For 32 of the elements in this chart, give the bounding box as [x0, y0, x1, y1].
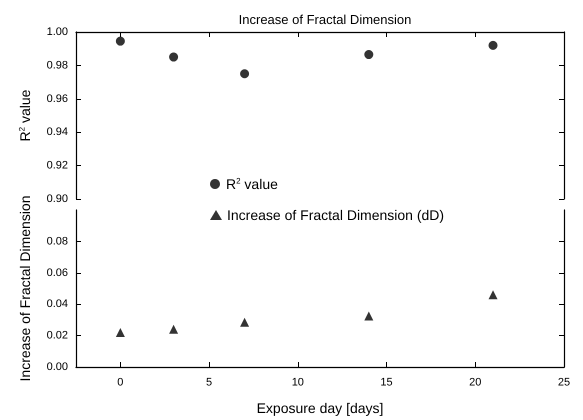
- y-tick-label: 0.90: [46, 193, 68, 205]
- y-tick-label: 0.08: [46, 235, 68, 248]
- point: [364, 311, 374, 320]
- x-tick-label: 20: [469, 376, 482, 388]
- y-tick-label: 0.98: [46, 59, 68, 72]
- y-axis-title: R2 value: [17, 89, 33, 142]
- point: [488, 40, 498, 50]
- point: [240, 69, 250, 78]
- legend-label: Increase of Fractal Dimension (dD): [227, 207, 444, 223]
- x-tick-label: 10: [292, 376, 304, 388]
- x-tick-label: 0: [117, 376, 124, 388]
- x-tick-label: 5: [206, 376, 212, 388]
- point: [116, 36, 125, 46]
- y-tick-label: 0.92: [46, 160, 68, 172]
- point: [169, 324, 178, 334]
- y-axis-title: Increase of Fractal Dimension: [17, 196, 33, 382]
- x-tick-label: 15: [380, 376, 393, 388]
- x-axis-title: Exposure day [days]: [256, 400, 384, 416]
- y-tick-label: 0.02: [46, 330, 68, 342]
- y-tick-label: 0.94: [46, 126, 68, 138]
- chart-title: Increase of Fractal Dimension: [238, 12, 412, 27]
- point: [364, 50, 374, 60]
- point: [116, 328, 125, 337]
- point: [488, 290, 498, 300]
- y-tick-label: 0.06: [46, 266, 68, 279]
- y-tick-label: 0.00: [46, 361, 68, 373]
- y-tick-label: 0.96: [46, 92, 68, 105]
- point: [240, 318, 250, 327]
- y-tick-label: 1.00: [46, 26, 68, 38]
- x-tick-label: 25: [558, 376, 570, 388]
- y-tick-label: 0.04: [46, 298, 68, 310]
- point: [169, 52, 178, 62]
